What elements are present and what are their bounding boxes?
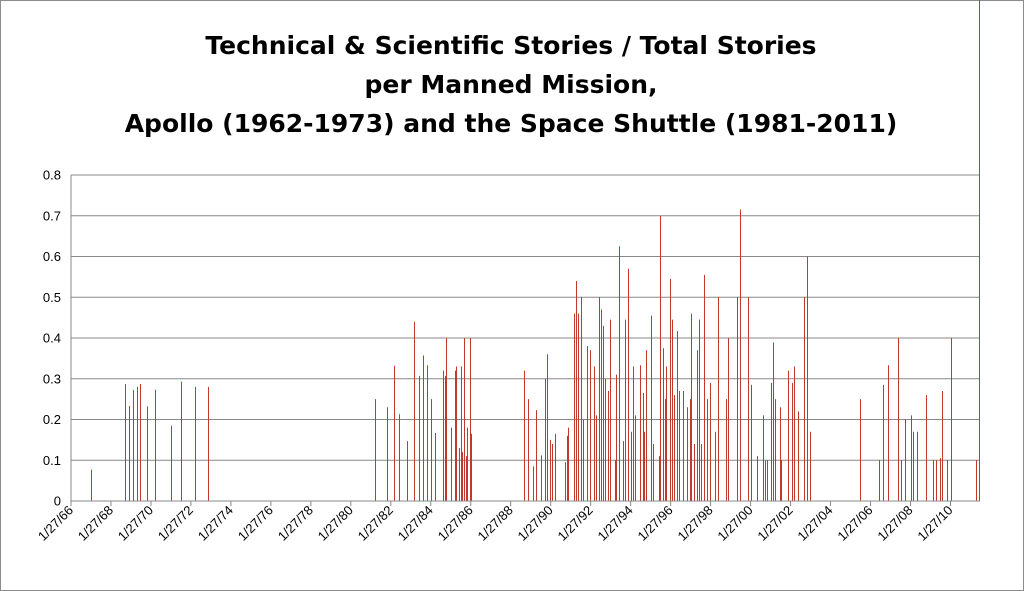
y-tick-label: 0.1 bbox=[43, 453, 61, 468]
y-tick-label: 0 bbox=[54, 494, 61, 509]
x-tick-label: 1/27/76 bbox=[235, 503, 276, 544]
x-tick-label: 1/27/98 bbox=[674, 503, 715, 544]
y-tick-label: 0.4 bbox=[43, 331, 61, 346]
x-tick-label: 1/27/02 bbox=[754, 503, 795, 544]
grid-lines bbox=[71, 174, 980, 461]
x-tick-label: 1/27/06 bbox=[834, 503, 875, 544]
x-tick-labels: 1/27/661/27/681/27/701/27/721/27/741/27/… bbox=[35, 503, 956, 544]
y-tick-label: 0.7 bbox=[43, 208, 61, 223]
x-tick-label: 1/27/84 bbox=[395, 503, 436, 544]
x-tick-label: 1/27/92 bbox=[555, 503, 596, 544]
axes bbox=[70, 175, 980, 506]
x-tick-label: 1/27/70 bbox=[115, 503, 156, 544]
x-tick-label: 1/27/66 bbox=[35, 503, 76, 544]
y-tick-label: 0.2 bbox=[43, 412, 61, 427]
y-tick-labels: 0 0.1 0.2 0.3 0.4 0.5 0.6 0.7 0.8 bbox=[43, 168, 61, 509]
x-tick-label: 1/27/04 bbox=[794, 503, 835, 544]
x-tick-label: 1/27/68 bbox=[75, 503, 116, 544]
x-tick-label: 1/27/90 bbox=[515, 503, 556, 544]
chart-title-line-1: Technical & Scientific Stories / Total S… bbox=[205, 31, 817, 60]
x-tick-label: 1/27/78 bbox=[275, 503, 316, 544]
y-tick-label: 0.3 bbox=[43, 371, 61, 386]
x-tick-label: 1/27/88 bbox=[475, 503, 516, 544]
bars bbox=[91, 0, 980, 501]
chart-title-line-3: Apollo (1962-1973) and the Space Shuttle… bbox=[124, 109, 898, 138]
chart-title: Technical & Scientific Stories / Total S… bbox=[0, 26, 1022, 143]
x-tick-label: 1/27/86 bbox=[435, 503, 476, 544]
y-tick-label: 0.5 bbox=[43, 290, 61, 305]
x-tick-label: 1/27/82 bbox=[355, 503, 396, 544]
x-tick-label: 1/27/00 bbox=[714, 503, 755, 544]
x-tick-label: 1/27/72 bbox=[155, 503, 196, 544]
x-tick-label: 1/27/96 bbox=[634, 503, 675, 544]
x-tick-label: 1/27/10 bbox=[914, 503, 955, 544]
x-tick-label: 1/27/08 bbox=[874, 503, 915, 544]
x-tick-label: 1/27/94 bbox=[595, 503, 636, 544]
y-tick-label: 0.6 bbox=[43, 249, 61, 264]
y-tick-label: 0.8 bbox=[43, 168, 61, 183]
x-tick-label: 1/27/74 bbox=[195, 503, 236, 544]
x-tick-label: 1/27/80 bbox=[315, 503, 356, 544]
chart-title-line-2: per Manned Mission, bbox=[364, 70, 658, 99]
